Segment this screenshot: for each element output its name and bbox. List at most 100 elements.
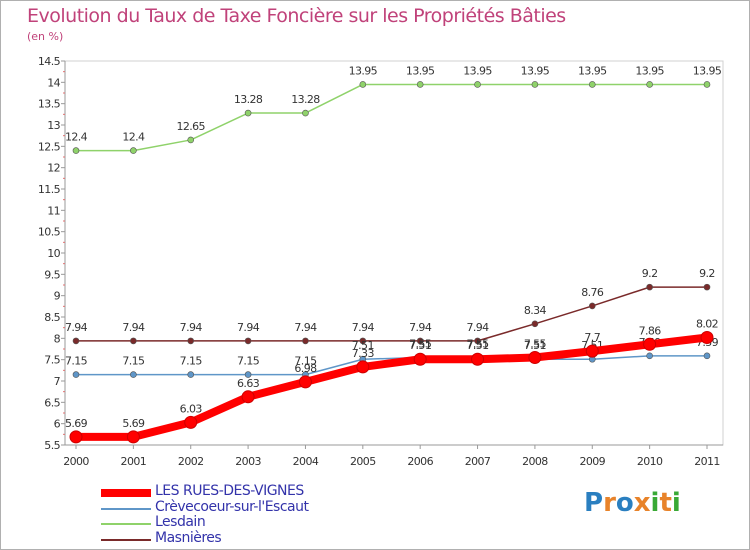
data-label: 7.15 <box>237 355 260 368</box>
data-label: 7.15 <box>65 355 88 368</box>
data-point <box>531 320 539 328</box>
y-tick-label: 12 <box>47 162 60 175</box>
data-point <box>416 81 424 88</box>
data-point <box>244 371 252 378</box>
x-tick-label: 2002 <box>178 455 204 468</box>
data-label: 7.86 <box>639 324 662 337</box>
legend-label: Masnières <box>155 529 222 546</box>
y-tick-label: 8 <box>54 332 61 345</box>
data-label: 8.02 <box>696 317 718 330</box>
data-point <box>69 430 83 444</box>
data-point <box>700 330 714 344</box>
legend-swatch <box>101 489 151 497</box>
x-tick-label: 2008 <box>522 455 548 468</box>
y-tick-label: 13.5 <box>38 98 61 111</box>
data-label: 7.94 <box>180 321 203 334</box>
legend-swatch <box>101 523 151 525</box>
legend-label: LES RUES-DES-VIGNES <box>155 483 304 499</box>
data-label: 8.76 <box>581 286 604 299</box>
data-label: 9.2 <box>642 267 658 280</box>
data-point <box>184 415 198 429</box>
x-tick-label: 2009 <box>579 455 605 468</box>
data-point <box>187 371 195 378</box>
data-point <box>126 430 140 444</box>
data-label: 5.69 <box>65 417 88 430</box>
data-point <box>646 283 653 291</box>
legend-label: Lesdain <box>155 514 206 530</box>
logo-letter: r <box>603 488 616 518</box>
x-tick-label: 2005 <box>350 455 376 468</box>
series-line-3 <box>72 333 711 441</box>
data-label: 13.95 <box>693 64 722 77</box>
data-point <box>356 360 370 374</box>
data-label: 13.95 <box>635 64 664 77</box>
data-label: 12.65 <box>176 120 205 133</box>
data-point <box>130 371 137 378</box>
data-point <box>588 302 596 310</box>
data-label: 13.95 <box>349 64 378 77</box>
data-label: 7.94 <box>65 321 88 334</box>
y-tick-label: 11.5 <box>38 183 61 196</box>
data-label: 5.69 <box>122 417 145 430</box>
data-label: 13.95 <box>463 64 492 77</box>
data-point <box>241 390 255 404</box>
plot-area <box>64 60 724 446</box>
data-point <box>474 81 481 88</box>
data-point <box>413 352 427 366</box>
logo-letter: i <box>650 488 660 518</box>
data-label: 7.55 <box>524 338 547 351</box>
data-label: 7.94 <box>237 321 260 334</box>
x-tick-label: 2000 <box>63 455 89 468</box>
data-point <box>72 147 80 154</box>
data-point <box>585 344 599 358</box>
x-tick-label: 2001 <box>121 455 147 468</box>
data-label: 13.95 <box>578 64 607 77</box>
data-label: 7.94 <box>294 321 317 334</box>
data-point <box>72 371 80 378</box>
data-label: 7.15 <box>294 355 317 368</box>
x-tick-label: 2010 <box>637 455 663 468</box>
data-label: 7.51 <box>466 339 488 352</box>
data-point <box>298 375 312 389</box>
y-tick-label: 7 <box>54 375 61 388</box>
data-label: 7.94 <box>122 321 145 334</box>
data-point <box>130 337 137 345</box>
data-label: 12.4 <box>122 131 145 144</box>
data-label: 7.33 <box>352 347 375 360</box>
data-label: 13.95 <box>406 64 435 77</box>
data-label: 7.51 <box>352 339 374 352</box>
y-tick-label: 9.5 <box>44 268 60 281</box>
data-label: 12.4 <box>65 131 88 144</box>
data-label: 7.55 <box>466 338 489 351</box>
series-line-2 <box>75 83 708 152</box>
logo-letter: t <box>659 488 672 518</box>
y-tick-label: 10 <box>47 247 60 260</box>
y-tick-label: 6 <box>54 418 61 431</box>
data-point <box>471 352 485 366</box>
series-line-1 <box>75 355 708 376</box>
data-label: 9.2 <box>699 267 715 280</box>
data-point <box>703 283 711 291</box>
data-point <box>643 337 657 351</box>
y-tick-label: 9 <box>54 290 61 303</box>
data-label: 7.15 <box>180 355 203 368</box>
logo-letter: P <box>584 488 604 518</box>
data-point <box>130 147 137 154</box>
y-tick-label: 6.5 <box>44 396 60 409</box>
data-label: 13.28 <box>234 93 263 106</box>
x-tick-label: 2006 <box>407 455 433 468</box>
series-line-0 <box>75 286 708 342</box>
data-point <box>72 337 80 345</box>
data-label: 6.03 <box>180 402 203 415</box>
data-point <box>244 109 252 117</box>
x-tick-label: 2011 <box>694 455 720 468</box>
legend-swatch <box>101 538 151 541</box>
data-label: 7.55 <box>409 338 432 351</box>
unit-label: (en %) <box>27 30 64 43</box>
data-point <box>359 337 367 345</box>
data-label: 8.34 <box>524 304 547 317</box>
y-tick-label: 10.5 <box>38 226 61 239</box>
data-point <box>646 81 653 88</box>
data-point <box>244 337 252 345</box>
